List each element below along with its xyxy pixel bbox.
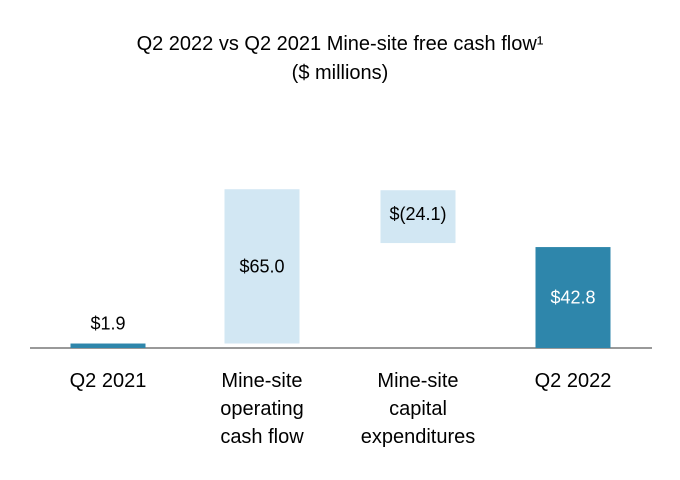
- data-label-3: $(24.1): [389, 204, 446, 224]
- bar-1: [70, 343, 146, 348]
- bar-3: [380, 190, 456, 244]
- chart-subtitle: ($ millions): [291, 62, 389, 84]
- bar-4: [535, 247, 611, 348]
- chart-title: Q2 2022 vs Q2 2021 Mine-site free cash f…: [136, 33, 544, 55]
- chart-title-block: Q2 2022 vs Q2 2021 Mine-site free cash f…: [0, 30, 680, 88]
- bar-2: [224, 189, 300, 344]
- category-label-1: Q2 2021: [70, 370, 147, 392]
- data-label-1: $1.9: [90, 314, 125, 334]
- category-label-2: Mine-site operating cash flow: [220, 370, 304, 448]
- category-label-3: Mine-site capital expenditures: [361, 370, 476, 448]
- data-label-2: $65.0: [239, 256, 284, 276]
- category-label-4: Q2 2022: [535, 370, 612, 392]
- data-label-4: $42.8: [550, 288, 595, 308]
